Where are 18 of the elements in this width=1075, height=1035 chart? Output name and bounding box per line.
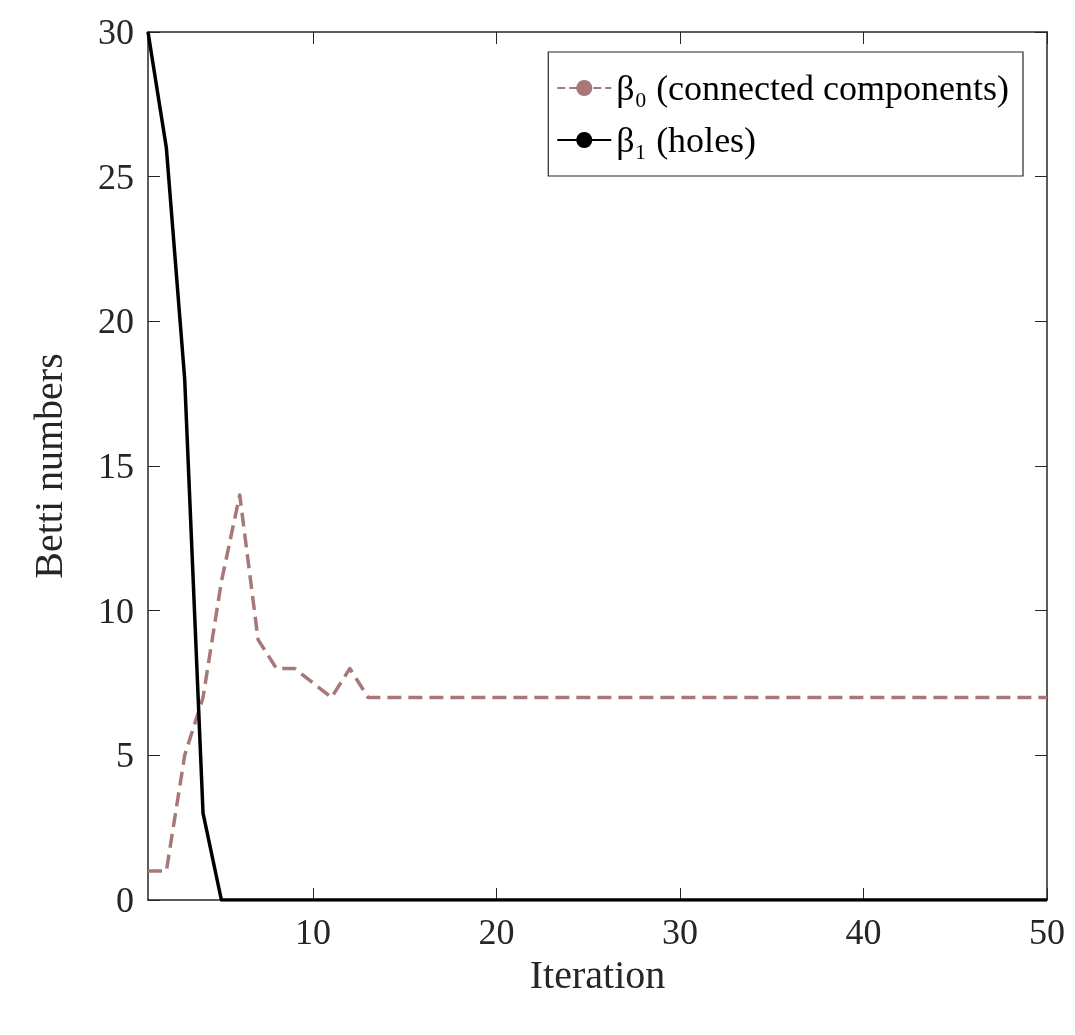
x-tick-label: 50 <box>1029 912 1065 952</box>
legend-label: β₁ (holes) <box>616 120 757 160</box>
x-tick-label: 40 <box>845 912 882 952</box>
x-tick-label: 30 <box>662 912 699 952</box>
x-tick-label: 20 <box>478 912 515 952</box>
x-tick-label: 10 <box>295 912 332 952</box>
y-tick-label: 15 <box>98 446 134 486</box>
y-tick-label: 5 <box>116 735 134 776</box>
y-tick-label: 25 <box>98 156 134 197</box>
y-axis-title: Betti numbers <box>25 353 71 579</box>
y-tick-label: 0 <box>116 880 134 920</box>
line-series <box>146 30 1049 902</box>
y-tick-label: 30 <box>98 12 134 52</box>
y-tick-label: 20 <box>98 301 134 342</box>
x-axis-title: Iteration <box>529 952 666 998</box>
legend-label: β₀ (connected components) <box>616 68 1009 108</box>
y-tick-label: 10 <box>98 590 134 631</box>
line-series <box>146 493 1049 873</box>
